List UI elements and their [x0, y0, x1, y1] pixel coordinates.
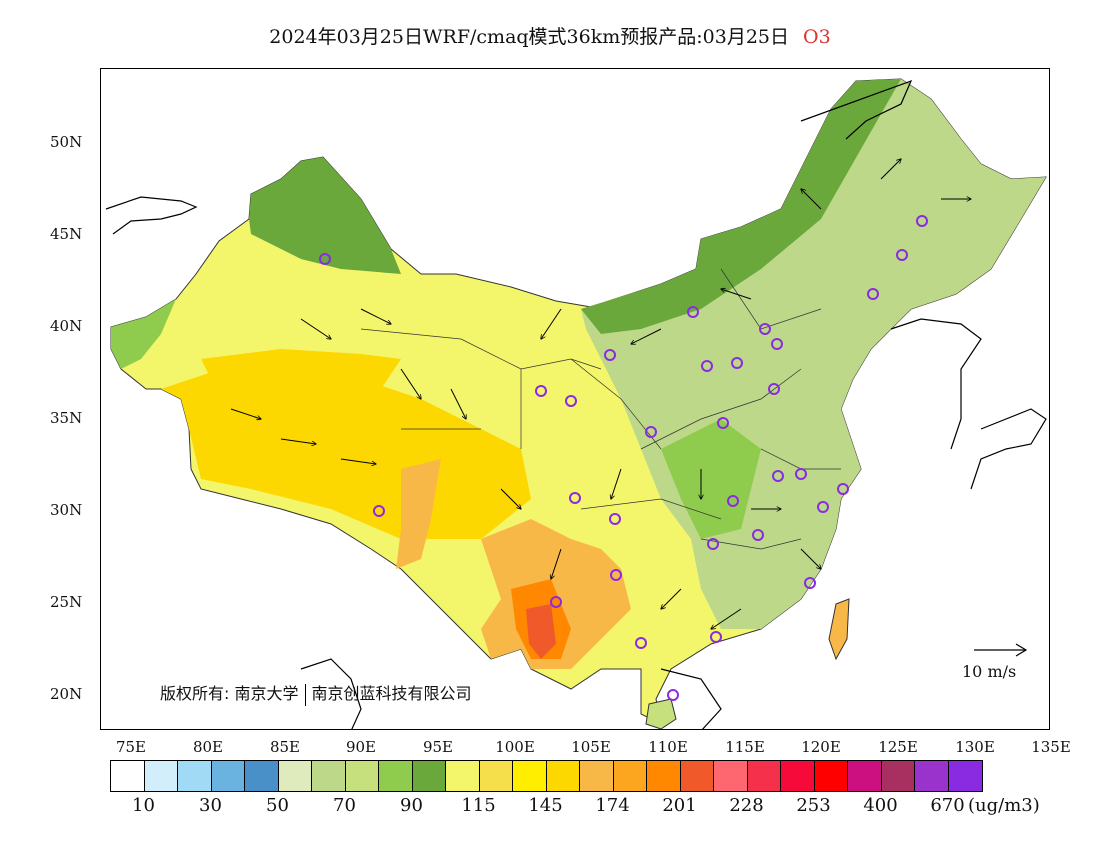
lon-label-95e: 95E: [422, 738, 454, 756]
legend-color-box: [245, 761, 279, 791]
legend-color-box: [680, 761, 714, 791]
legend-color-box: [881, 761, 915, 791]
lon-label-75e: 75E: [115, 738, 147, 756]
legend-color-box: [714, 761, 748, 791]
lon-label-85e: 85E: [269, 738, 301, 756]
color-legend: [110, 760, 983, 792]
map-frame: [100, 68, 1050, 730]
lat-label-45n: 45N: [50, 225, 83, 243]
legend-color-box: [278, 761, 312, 791]
copyright-text: 版权所有: 南京大学 南京创蓝科技有限公司: [160, 680, 472, 706]
lat-label-30n: 30N: [50, 501, 83, 519]
lon-label-105e: 105E: [571, 738, 611, 756]
legend-tick-label: 30: [199, 795, 222, 816]
legend-color-box: [613, 761, 647, 791]
legend-tick-label: 70: [333, 795, 356, 816]
legend-color-box: [513, 761, 547, 791]
city-markers: [319, 215, 928, 701]
legend-color-box: [781, 761, 815, 791]
lon-label-115e: 115E: [725, 738, 765, 756]
legend-tick-label: 115: [461, 795, 496, 816]
lon-label-80e: 80E: [192, 738, 224, 756]
legend-tick-label: 201: [662, 795, 697, 816]
legend-tick-label: 90: [400, 795, 423, 816]
chart-title: 2024年03月25日WRF/cmaq模式36km预报产品:03月25日 O3: [0, 22, 1100, 49]
wind-vectors: [230, 159, 971, 629]
legend-color-box: [546, 761, 580, 791]
legend-color-box: [814, 761, 848, 791]
legend-color-box: [111, 761, 145, 791]
legend-color-box: [915, 761, 949, 791]
copyright-org1: 南京大学: [234, 684, 299, 703]
lon-label-120e: 120E: [801, 738, 841, 756]
legend-tick-label: 10: [132, 795, 155, 816]
copyright-prefix: 版权所有:: [160, 684, 230, 703]
lat-label-35n: 35N: [50, 409, 83, 427]
legend-color-box: [747, 761, 781, 791]
legend-unit: (ug/m3): [968, 795, 1040, 816]
legend-color-box: [848, 761, 882, 791]
concentration-map: [105, 78, 1047, 729]
legend-color-box: [479, 761, 513, 791]
legend-color-box: [446, 761, 480, 791]
lon-label-100e: 100E: [495, 738, 535, 756]
lon-label-110e: 110E: [648, 738, 688, 756]
legend-color-box: [647, 761, 681, 791]
title-text: 2024年03月25日WRF/cmaq模式36km预报产品:03月25日: [269, 26, 790, 48]
legend-color-box: [144, 761, 178, 791]
wind-scale-label: 10 m/s: [962, 662, 1017, 681]
lon-label-90e: 90E: [345, 738, 377, 756]
wind-scale-arrow-icon: [974, 643, 1028, 657]
legend-color-box: [412, 761, 446, 791]
legend-tick-label: 253: [796, 795, 831, 816]
lon-label-130e: 130E: [955, 738, 995, 756]
legend-tick-label: 228: [729, 795, 764, 816]
legend-color-box: [580, 761, 614, 791]
lat-label-50n: 50N: [50, 133, 83, 151]
legend-tick-label: 145: [528, 795, 563, 816]
legend-color-box: [345, 761, 379, 791]
legend-color-box: [379, 761, 413, 791]
copyright-divider: [304, 683, 306, 706]
legend-tick-label: 400: [863, 795, 898, 816]
legend-color-box: [178, 761, 212, 791]
lat-label-20n: 20N: [50, 685, 83, 703]
lon-label-125e: 125E: [878, 738, 918, 756]
legend-tick-label: 670: [930, 795, 965, 816]
pollutant-label: O3: [803, 26, 831, 48]
legend-color-box: [312, 761, 346, 791]
legend-tick-label: 50: [266, 795, 289, 816]
copyright-org2: 南京创蓝科技有限公司: [311, 684, 472, 703]
legend-color-box: [211, 761, 245, 791]
lat-label-25n: 25N: [50, 593, 83, 611]
lon-label-135e: 135E: [1031, 738, 1071, 756]
legend-tick-label: 174: [595, 795, 630, 816]
legend-color-box: [948, 761, 982, 791]
lat-label-40n: 40N: [50, 317, 83, 335]
